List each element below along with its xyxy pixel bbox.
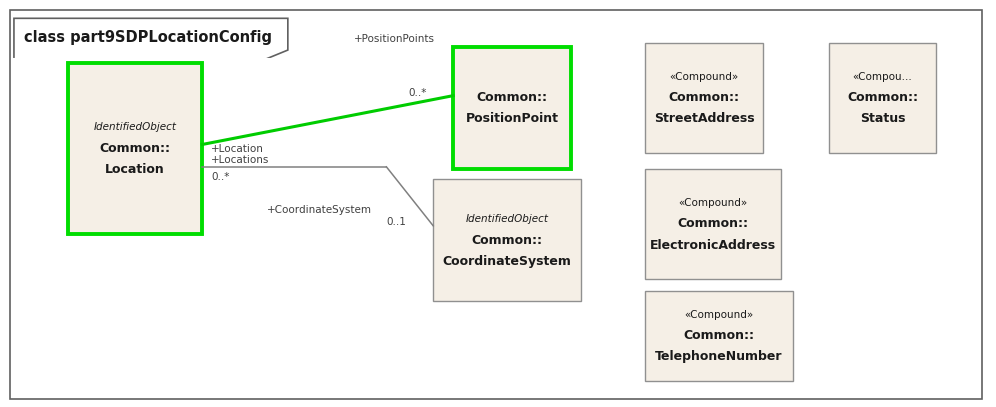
Text: Common::: Common:: [683,329,755,342]
Text: 0..1: 0..1 [386,217,406,227]
FancyBboxPatch shape [10,10,982,399]
FancyBboxPatch shape [645,43,763,153]
Text: Location: Location [106,163,164,176]
Text: «Compou...: «Compou... [853,72,912,81]
Text: 0..*: 0..* [211,172,229,182]
Text: Common::: Common:: [471,234,543,247]
Text: Common::: Common:: [668,91,740,104]
Text: +Locations: +Locations [211,155,270,164]
FancyBboxPatch shape [645,169,781,279]
Text: Common::: Common:: [847,91,918,104]
Text: +PositionPoints: +PositionPoints [354,34,434,44]
Text: +CoordinateSystem: +CoordinateSystem [267,205,372,214]
Text: +Location: +Location [211,144,264,153]
Polygon shape [14,18,288,59]
Text: «Compound»: «Compound» [669,72,739,81]
Text: ElectronicAddress: ElectronicAddress [650,239,776,252]
Text: Common::: Common:: [476,91,548,104]
Text: Status: Status [860,112,905,125]
FancyBboxPatch shape [433,179,581,301]
FancyBboxPatch shape [829,43,936,153]
Text: «Compound»: «Compound» [684,310,754,319]
Text: TelephoneNumber: TelephoneNumber [655,350,783,363]
FancyBboxPatch shape [645,291,793,381]
Text: CoordinateSystem: CoordinateSystem [442,255,572,268]
FancyBboxPatch shape [68,63,202,234]
Text: «Compound»: «Compound» [678,198,748,208]
Text: StreetAddress: StreetAddress [653,112,755,125]
Text: IdentifiedObject: IdentifiedObject [94,123,176,132]
Text: PositionPoint: PositionPoint [465,112,559,125]
Text: IdentifiedObject: IdentifiedObject [465,214,549,224]
FancyBboxPatch shape [453,47,571,169]
Text: Common::: Common:: [677,217,749,230]
Text: class part9SDPLocationConfig: class part9SDPLocationConfig [24,30,272,45]
Text: 0..*: 0..* [408,88,426,98]
Text: Common::: Common:: [100,142,170,155]
